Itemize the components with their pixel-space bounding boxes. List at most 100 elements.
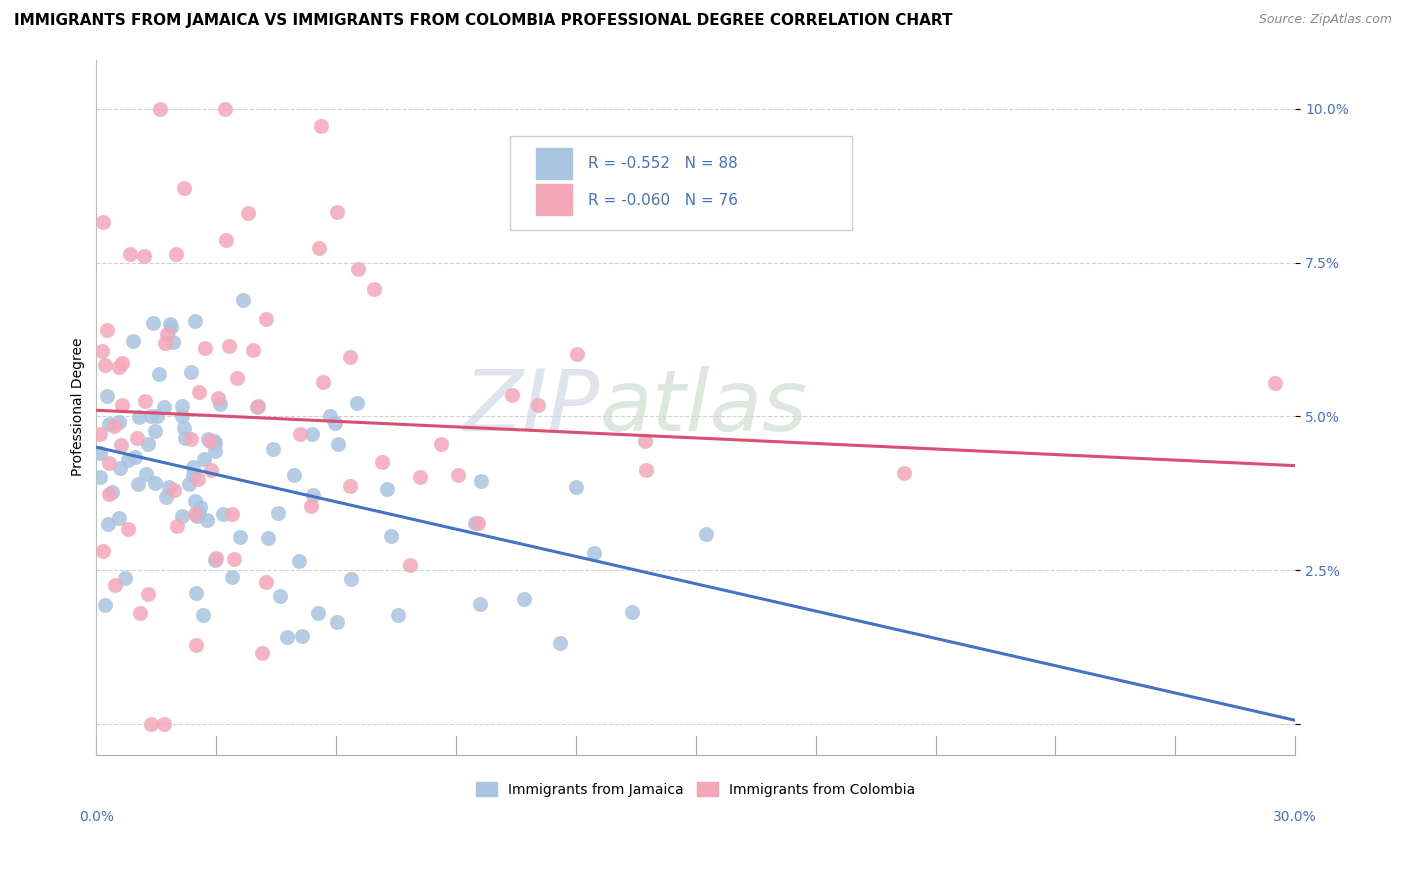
Point bbox=[187, 505, 209, 519]
Point bbox=[174, 432, 197, 446]
Point bbox=[221, 507, 243, 521]
Point bbox=[1264, 376, 1286, 390]
Point bbox=[145, 424, 167, 438]
Point bbox=[339, 573, 361, 587]
Point bbox=[309, 120, 332, 134]
Point bbox=[91, 544, 114, 558]
Point bbox=[187, 385, 209, 400]
Point bbox=[170, 509, 193, 524]
Text: 30.0%: 30.0% bbox=[1274, 810, 1317, 824]
Point bbox=[308, 242, 330, 256]
Point bbox=[399, 558, 422, 573]
Point bbox=[97, 456, 120, 470]
Point bbox=[301, 488, 323, 502]
Point bbox=[166, 519, 188, 533]
Point bbox=[148, 102, 170, 116]
Point bbox=[204, 553, 226, 567]
Point bbox=[221, 570, 243, 584]
Point bbox=[299, 499, 322, 513]
Text: R = -0.060   N = 76: R = -0.060 N = 76 bbox=[588, 193, 738, 208]
Y-axis label: Professional Degree: Professional Degree bbox=[72, 338, 86, 476]
Point bbox=[184, 314, 207, 328]
Point bbox=[127, 477, 149, 491]
Point bbox=[226, 371, 249, 385]
Point bbox=[139, 717, 162, 731]
Point bbox=[222, 552, 245, 566]
Point bbox=[232, 293, 254, 307]
Point bbox=[387, 608, 409, 623]
Point bbox=[198, 434, 221, 448]
Point bbox=[118, 247, 141, 261]
Point bbox=[128, 410, 150, 425]
Point bbox=[152, 717, 174, 731]
Point bbox=[110, 438, 132, 452]
Point bbox=[207, 392, 229, 406]
Point bbox=[204, 444, 226, 458]
Point bbox=[111, 398, 134, 412]
Point bbox=[291, 629, 314, 643]
Point bbox=[124, 450, 146, 464]
Text: IMMIGRANTS FROM JAMAICA VS IMMIGRANTS FROM COLOMBIA PROFESSIONAL DEGREE CORRELAT: IMMIGRANTS FROM JAMAICA VS IMMIGRANTS FR… bbox=[14, 13, 952, 29]
Text: Source: ZipAtlas.com: Source: ZipAtlas.com bbox=[1258, 13, 1392, 27]
Point bbox=[218, 339, 240, 353]
Text: R = -0.552   N = 88: R = -0.552 N = 88 bbox=[588, 156, 738, 171]
Point bbox=[194, 341, 217, 355]
Point bbox=[145, 476, 167, 491]
Point bbox=[134, 249, 156, 263]
Point bbox=[409, 470, 432, 484]
Point bbox=[326, 615, 349, 629]
Point bbox=[170, 399, 193, 413]
Point bbox=[347, 261, 370, 276]
Point bbox=[307, 606, 329, 620]
Point bbox=[501, 388, 523, 402]
Point bbox=[254, 311, 277, 326]
Point bbox=[153, 336, 176, 351]
Point bbox=[208, 397, 231, 411]
Point bbox=[136, 437, 159, 451]
Point bbox=[181, 460, 204, 475]
Point bbox=[262, 442, 284, 456]
Point bbox=[193, 452, 215, 467]
Point bbox=[200, 463, 222, 477]
FancyBboxPatch shape bbox=[510, 136, 852, 230]
Point bbox=[893, 466, 915, 480]
Point bbox=[380, 529, 402, 543]
Point bbox=[371, 455, 394, 469]
Text: 0.0%: 0.0% bbox=[79, 810, 114, 824]
Point bbox=[104, 578, 127, 592]
Point bbox=[214, 102, 236, 116]
Point bbox=[186, 508, 208, 523]
Point bbox=[163, 483, 186, 497]
Point bbox=[134, 394, 156, 409]
Point bbox=[283, 468, 305, 483]
Point bbox=[159, 319, 181, 334]
Point bbox=[91, 215, 114, 229]
Point bbox=[139, 409, 162, 423]
Point bbox=[375, 483, 398, 497]
Point bbox=[108, 416, 131, 430]
Point bbox=[621, 605, 644, 619]
Point bbox=[246, 400, 269, 414]
Point bbox=[89, 427, 111, 442]
Point bbox=[215, 234, 238, 248]
Point bbox=[108, 359, 131, 374]
Point bbox=[96, 389, 118, 403]
Point bbox=[152, 400, 174, 414]
Point bbox=[98, 417, 121, 431]
Point bbox=[723, 171, 745, 186]
Point bbox=[328, 436, 350, 450]
Point bbox=[339, 350, 361, 364]
Point bbox=[468, 597, 491, 611]
Point bbox=[634, 434, 657, 448]
Point bbox=[162, 335, 184, 350]
Point bbox=[204, 435, 226, 450]
Point bbox=[205, 550, 228, 565]
Point bbox=[108, 461, 131, 475]
Point bbox=[242, 343, 264, 357]
Point bbox=[117, 453, 139, 467]
Point bbox=[323, 416, 346, 430]
Point bbox=[103, 418, 125, 433]
Legend: Immigrants from Jamaica, Immigrants from Colombia: Immigrants from Jamaica, Immigrants from… bbox=[470, 775, 922, 804]
Point bbox=[238, 205, 260, 219]
FancyBboxPatch shape bbox=[536, 148, 572, 179]
